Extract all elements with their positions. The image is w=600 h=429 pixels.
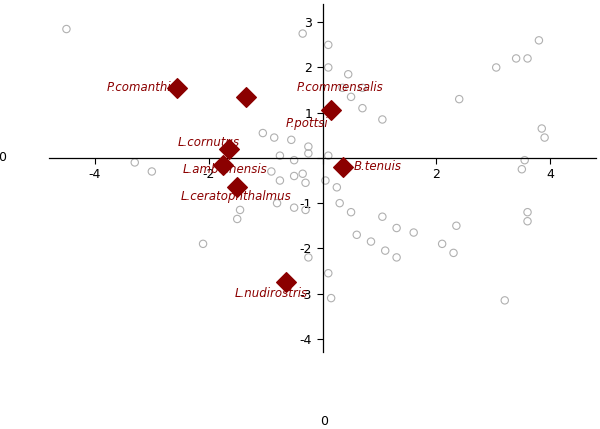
Point [173, 85, 182, 91]
Point [298, 170, 307, 177]
Point [523, 55, 532, 62]
Text: P.pottsi: P.pottsi [286, 117, 328, 130]
Point [537, 125, 547, 132]
Point [320, 177, 330, 184]
Text: L.amboinensis: L.amboinensis [183, 163, 268, 176]
Point [500, 297, 509, 304]
Point [520, 157, 529, 163]
Text: B.tenuis: B.tenuis [354, 160, 402, 173]
Point [540, 134, 550, 141]
Text: P.commensalis: P.commensalis [297, 82, 384, 94]
Point [272, 200, 282, 207]
Point [332, 184, 341, 191]
Point [130, 159, 140, 166]
Point [511, 55, 521, 62]
Point [147, 168, 157, 175]
Text: L.cornutus: L.cornutus [178, 136, 239, 148]
Point [241, 94, 251, 100]
Point [449, 249, 458, 256]
Point [392, 254, 401, 261]
Point [534, 37, 544, 44]
Point [323, 270, 333, 277]
Point [235, 206, 245, 213]
Point [198, 240, 208, 247]
Text: L.ceratophthalmus: L.ceratophthalmus [180, 190, 291, 203]
Point [358, 105, 367, 112]
Text: L.nudirostris: L.nudirostris [235, 287, 307, 300]
Point [301, 206, 310, 213]
Point [346, 209, 356, 216]
Point [289, 204, 299, 211]
Point [266, 168, 276, 175]
Point [323, 64, 333, 71]
Point [218, 161, 228, 168]
Point [409, 229, 418, 236]
Point [275, 152, 285, 159]
Point [326, 295, 336, 302]
Point [523, 209, 532, 216]
Point [352, 231, 362, 238]
Point [224, 145, 233, 152]
Point [323, 152, 333, 159]
Point [304, 150, 313, 157]
Point [366, 238, 376, 245]
Point [286, 136, 296, 143]
Point [281, 279, 290, 286]
Point [392, 225, 401, 232]
Point [523, 218, 532, 225]
Point [62, 26, 71, 33]
Point [323, 42, 333, 48]
Point [335, 200, 344, 207]
Point [338, 163, 347, 170]
Point [377, 116, 387, 123]
Point [289, 172, 299, 179]
Point [304, 254, 313, 261]
Point [346, 94, 356, 100]
Point [343, 71, 353, 78]
Point [289, 157, 299, 163]
Point [301, 179, 310, 186]
Point [298, 30, 307, 37]
Point [269, 134, 279, 141]
Point [517, 166, 527, 172]
Point [358, 85, 367, 91]
Text: P.comanthi: P.comanthi [107, 82, 172, 94]
Point [377, 213, 387, 220]
Point [452, 222, 461, 229]
Point [491, 64, 501, 71]
Point [258, 130, 268, 136]
Text: 0: 0 [0, 151, 5, 163]
Point [338, 85, 347, 91]
Point [326, 107, 336, 114]
Point [275, 177, 285, 184]
Point [380, 247, 390, 254]
Point [437, 240, 447, 247]
Text: 0: 0 [320, 415, 328, 428]
Point [232, 184, 242, 191]
Point [232, 215, 242, 222]
Point [454, 96, 464, 103]
Point [304, 143, 313, 150]
